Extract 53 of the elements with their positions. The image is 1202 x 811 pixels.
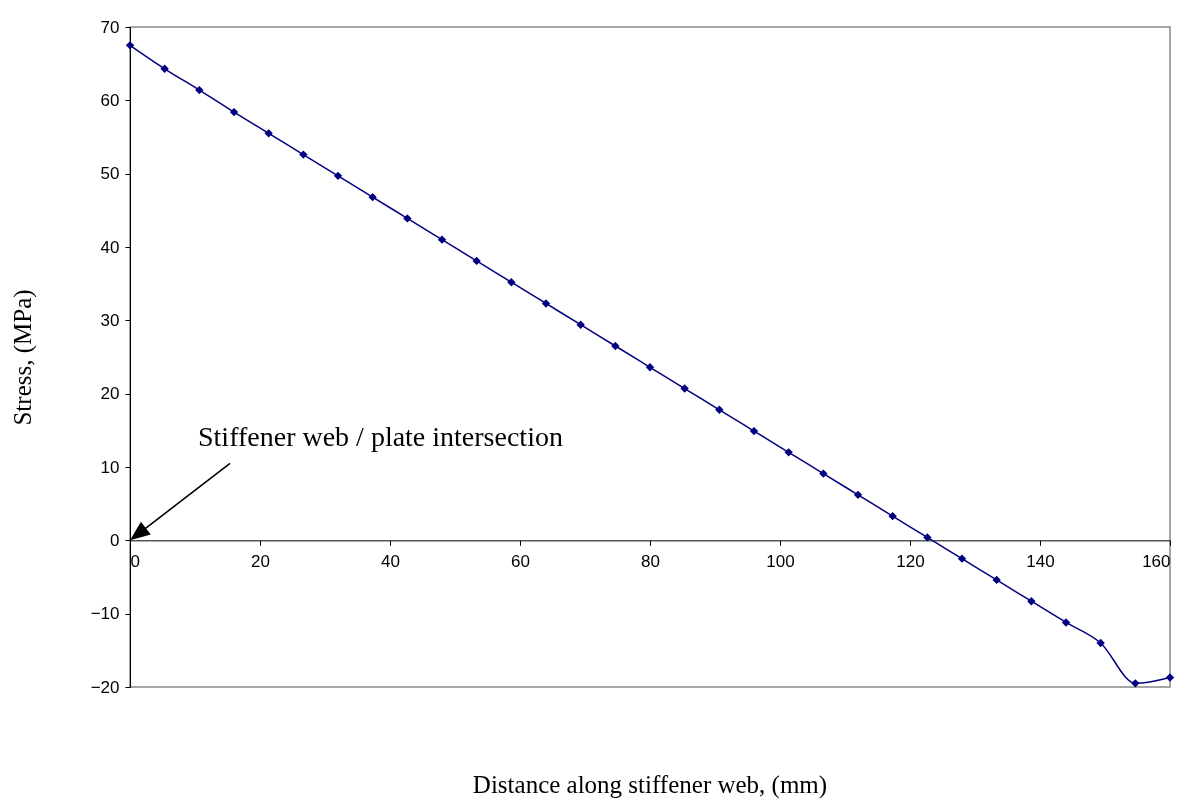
x-tick-label: 140 bbox=[1026, 551, 1055, 571]
point bbox=[333, 171, 343, 181]
y-tick-label: 50 bbox=[100, 164, 120, 184]
point bbox=[611, 341, 620, 351]
point bbox=[1027, 597, 1036, 606]
point bbox=[437, 235, 447, 244]
point bbox=[576, 320, 585, 329]
x-tick-label: 160 bbox=[1142, 551, 1171, 571]
x-axis-title: Distance along stiffener web, (mm) bbox=[472, 771, 828, 799]
x-tick-label: 80 bbox=[641, 551, 660, 571]
y-tick-label: 20 bbox=[100, 384, 120, 404]
x-tick-label: 20 bbox=[251, 551, 270, 571]
point bbox=[160, 64, 169, 73]
point bbox=[368, 192, 377, 202]
point bbox=[853, 490, 863, 500]
point bbox=[403, 214, 412, 223]
point bbox=[680, 384, 689, 393]
point bbox=[749, 426, 759, 436]
point bbox=[1061, 618, 1071, 627]
point bbox=[1096, 638, 1105, 648]
point bbox=[472, 256, 481, 266]
y-tick-label: 10 bbox=[100, 457, 120, 477]
point bbox=[1165, 673, 1175, 682]
point bbox=[1131, 679, 1140, 688]
x-tick-label: 120 bbox=[896, 551, 925, 571]
point bbox=[541, 299, 551, 308]
point bbox=[125, 41, 135, 50]
point bbox=[507, 278, 516, 287]
annotation: Stiffener web / plate intersection bbox=[198, 421, 563, 453]
y-axis-title: Stress, (MPa) bbox=[8, 289, 37, 426]
y-tick-label: 30 bbox=[100, 310, 120, 330]
point bbox=[299, 150, 308, 159]
point bbox=[923, 533, 932, 542]
x-tick-label: 40 bbox=[381, 551, 400, 571]
y-tick-label: 70 bbox=[100, 17, 120, 37]
point bbox=[264, 129, 273, 138]
point bbox=[195, 85, 204, 95]
y-tick-label: −10 bbox=[90, 604, 120, 624]
x-tick-label: 60 bbox=[511, 551, 530, 571]
y-tick-label: −20 bbox=[90, 677, 120, 697]
point bbox=[992, 575, 1001, 585]
x-tick-label: 100 bbox=[766, 551, 795, 571]
point bbox=[229, 107, 239, 117]
y-tick-label: 60 bbox=[100, 90, 120, 110]
point bbox=[888, 511, 897, 521]
point bbox=[645, 363, 655, 372]
y-tick-label: 0 bbox=[110, 530, 120, 550]
y-tick-label: 40 bbox=[100, 237, 120, 257]
point bbox=[715, 405, 724, 414]
point bbox=[784, 448, 793, 457]
point bbox=[819, 469, 828, 478]
point bbox=[957, 554, 967, 563]
x-tick-label: 0 bbox=[130, 551, 140, 571]
